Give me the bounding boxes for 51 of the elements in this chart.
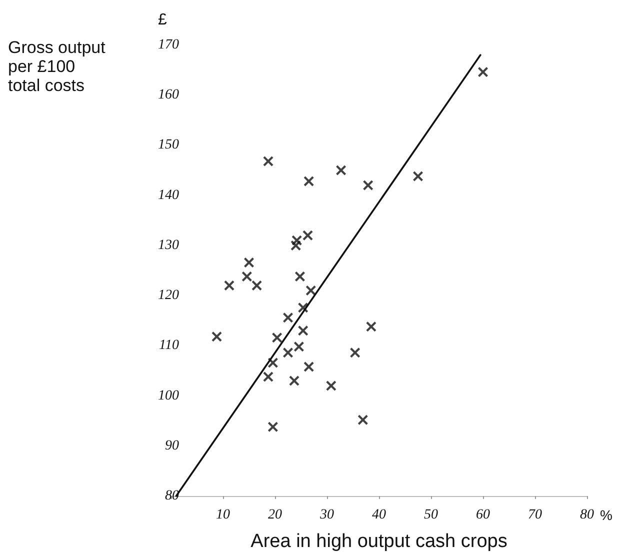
y-tick-label: 140 [158,188,179,203]
y-tick-label: 110 [159,338,179,354]
x-tick-label: 30 [319,508,334,522]
point [212,332,222,342]
point [294,272,305,282]
point [478,67,488,78]
y-tick-label: 120 [158,288,179,304]
point [224,280,234,291]
point [304,362,314,372]
point [358,414,368,425]
text: % [600,507,612,523]
point [283,312,293,323]
point [304,176,314,186]
point [336,165,346,176]
text: £ [158,12,167,28]
x-tick-label: 80 [580,508,594,522]
point [244,257,254,268]
point [290,240,301,250]
point [298,326,308,336]
point [263,156,274,166]
x-tick-label: 50 [424,508,438,522]
point [302,230,313,240]
y-axis-title: Gross output per £100 total costs [8,38,106,95]
point [283,348,293,358]
point [363,180,374,190]
y-tick-label: 150 [158,138,179,153]
x-tick-label: 70 [528,508,542,522]
x-tick-label: 60 [476,508,490,522]
point [242,272,252,282]
y-tick-label: 100 [158,388,179,404]
point [366,322,376,332]
point [413,171,423,182]
y-tick-label: 160 [158,88,179,103]
x-tick-label: 20 [268,508,282,522]
y-tick-label: 90 [165,438,179,454]
x-tick-label: 10 [216,508,230,522]
y-tick-label: 130 [158,238,179,253]
y-tick-label: 170 [158,38,179,52]
point [268,358,278,368]
point [289,376,300,386]
x-axis-title: Area in high output cash crops [250,531,508,552]
x-tick-label: 40 [372,508,386,522]
point [272,332,282,343]
point [263,372,274,382]
point [350,348,360,358]
point [268,422,278,432]
point [294,342,304,352]
point [252,280,262,291]
point [306,286,316,296]
point [326,380,336,391]
point [298,302,308,313]
